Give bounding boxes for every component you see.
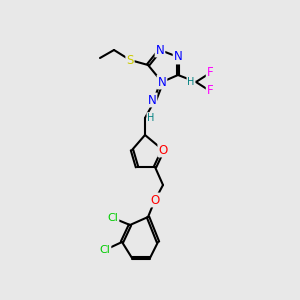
Text: O: O: [150, 194, 160, 206]
Text: H: H: [147, 113, 155, 123]
Text: N: N: [156, 44, 164, 56]
Text: N: N: [148, 94, 156, 106]
Text: H: H: [187, 77, 195, 87]
Text: N: N: [174, 50, 182, 64]
Text: N: N: [158, 76, 166, 88]
Text: Cl: Cl: [100, 245, 110, 255]
Text: Cl: Cl: [108, 213, 118, 223]
Text: F: F: [207, 67, 213, 80]
Text: S: S: [126, 53, 134, 67]
Text: O: O: [158, 143, 168, 157]
Text: F: F: [207, 85, 213, 98]
